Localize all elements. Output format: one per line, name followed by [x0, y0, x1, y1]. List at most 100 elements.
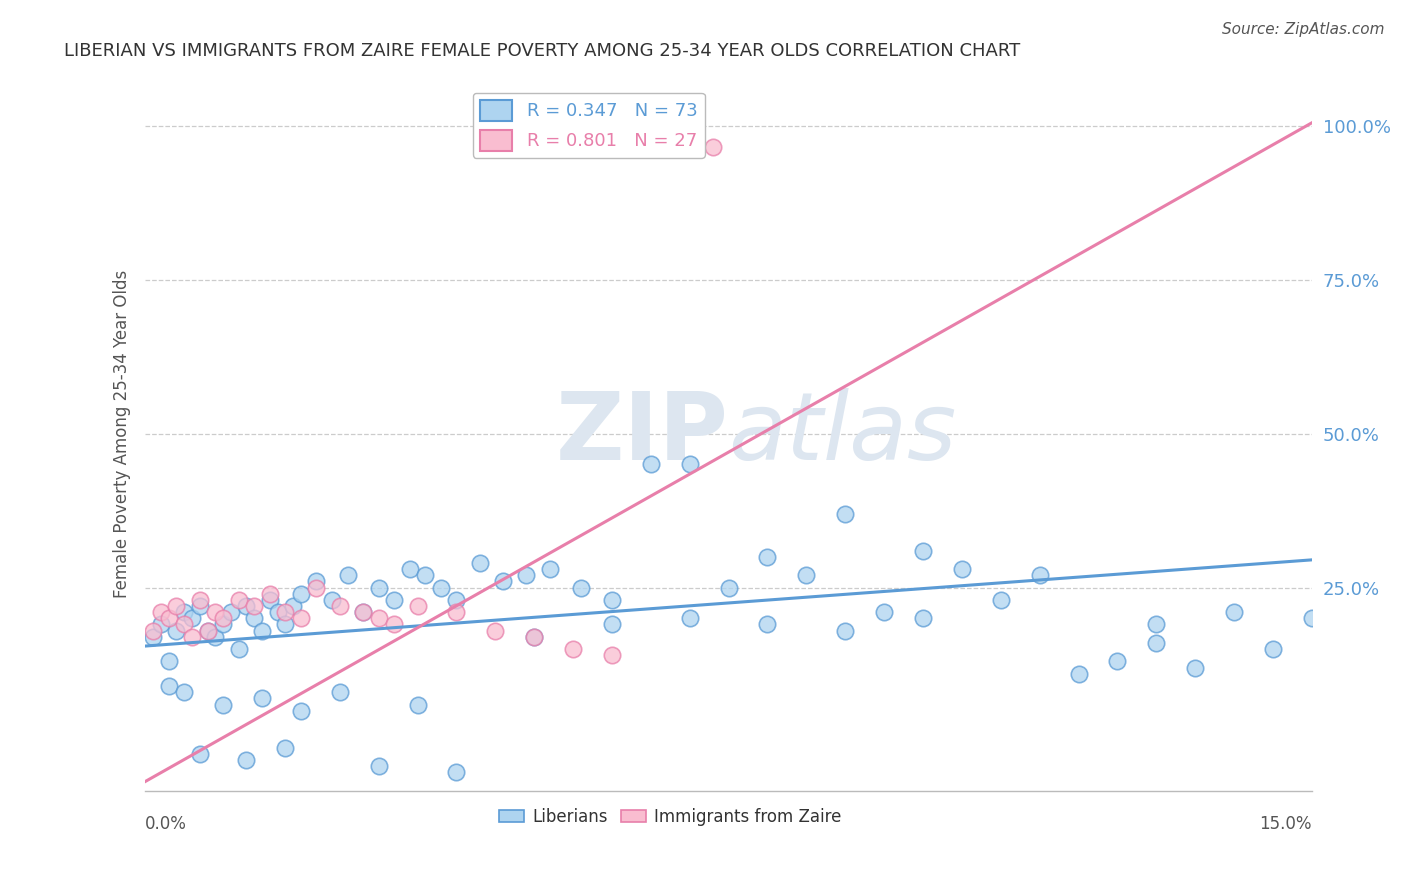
- Point: [173, 617, 195, 632]
- Point: [834, 624, 856, 638]
- Point: [600, 617, 623, 632]
- Point: [1184, 660, 1206, 674]
- Legend: Liberians, Immigrants from Zaire: Liberians, Immigrants from Zaire: [492, 801, 848, 832]
- Point: [1261, 642, 1284, 657]
- Point: [367, 581, 389, 595]
- Point: [834, 507, 856, 521]
- Point: [702, 140, 724, 154]
- Point: [569, 581, 592, 595]
- Point: [515, 568, 537, 582]
- Point: [523, 630, 546, 644]
- Text: Source: ZipAtlas.com: Source: ZipAtlas.com: [1222, 22, 1385, 37]
- Point: [1107, 655, 1129, 669]
- Text: ZIP: ZIP: [555, 388, 728, 480]
- Point: [188, 593, 211, 607]
- Point: [398, 562, 420, 576]
- Point: [640, 458, 662, 472]
- Point: [352, 605, 374, 619]
- Point: [484, 624, 506, 638]
- Point: [367, 611, 389, 625]
- Point: [165, 624, 187, 638]
- Point: [188, 599, 211, 613]
- Point: [188, 747, 211, 761]
- Point: [336, 568, 359, 582]
- Point: [321, 593, 343, 607]
- Point: [796, 568, 818, 582]
- Point: [1223, 605, 1246, 619]
- Point: [329, 685, 352, 699]
- Point: [679, 611, 702, 625]
- Point: [219, 605, 242, 619]
- Point: [181, 611, 204, 625]
- Point: [228, 593, 250, 607]
- Point: [446, 593, 468, 607]
- Point: [352, 605, 374, 619]
- Point: [679, 458, 702, 472]
- Point: [406, 698, 429, 712]
- Point: [1301, 611, 1323, 625]
- Point: [204, 605, 226, 619]
- Point: [243, 611, 266, 625]
- Y-axis label: Female Poverty Among 25-34 Year Olds: Female Poverty Among 25-34 Year Olds: [114, 269, 131, 598]
- Point: [228, 642, 250, 657]
- Point: [538, 562, 561, 576]
- Point: [274, 740, 297, 755]
- Point: [290, 587, 312, 601]
- Point: [382, 593, 405, 607]
- Point: [173, 685, 195, 699]
- Point: [468, 556, 491, 570]
- Point: [523, 630, 546, 644]
- Point: [266, 605, 288, 619]
- Point: [1067, 666, 1090, 681]
- Point: [235, 599, 257, 613]
- Point: [430, 581, 453, 595]
- Point: [413, 568, 436, 582]
- Point: [274, 605, 297, 619]
- Point: [149, 605, 172, 619]
- Point: [197, 624, 219, 638]
- Point: [600, 648, 623, 663]
- Point: [157, 655, 180, 669]
- Point: [911, 543, 934, 558]
- Point: [243, 599, 266, 613]
- Point: [250, 624, 273, 638]
- Point: [274, 617, 297, 632]
- Point: [290, 704, 312, 718]
- Point: [290, 611, 312, 625]
- Point: [756, 549, 779, 564]
- Text: atlas: atlas: [728, 388, 957, 479]
- Point: [259, 587, 281, 601]
- Point: [950, 562, 973, 576]
- Point: [446, 765, 468, 780]
- Point: [181, 630, 204, 644]
- Point: [600, 593, 623, 607]
- Point: [367, 759, 389, 773]
- Point: [446, 605, 468, 619]
- Point: [873, 605, 896, 619]
- Point: [212, 698, 235, 712]
- Point: [157, 611, 180, 625]
- Point: [305, 574, 328, 589]
- Point: [990, 593, 1012, 607]
- Point: [305, 581, 328, 595]
- Point: [756, 617, 779, 632]
- Point: [281, 599, 304, 613]
- Point: [173, 605, 195, 619]
- Point: [1144, 636, 1167, 650]
- Point: [197, 624, 219, 638]
- Point: [911, 611, 934, 625]
- Point: [250, 691, 273, 706]
- Point: [259, 593, 281, 607]
- Text: 15.0%: 15.0%: [1260, 815, 1312, 833]
- Point: [562, 642, 585, 657]
- Point: [204, 630, 226, 644]
- Point: [717, 581, 740, 595]
- Point: [157, 679, 180, 693]
- Point: [212, 611, 235, 625]
- Point: [165, 599, 187, 613]
- Point: [329, 599, 352, 613]
- Point: [235, 753, 257, 767]
- Point: [1028, 568, 1050, 582]
- Point: [212, 617, 235, 632]
- Point: [382, 617, 405, 632]
